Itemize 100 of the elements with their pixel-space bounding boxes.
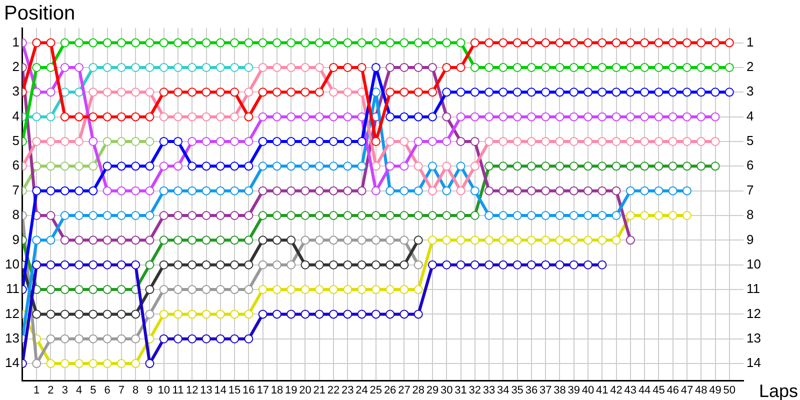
point	[414, 310, 423, 319]
point	[654, 38, 664, 48]
point	[696, 62, 706, 72]
point	[32, 88, 42, 97]
point	[102, 162, 112, 171]
point	[498, 88, 508, 97]
x-tick-label: 47	[680, 384, 694, 396]
point	[145, 359, 154, 368]
point	[512, 88, 522, 97]
point	[371, 88, 380, 97]
point	[640, 38, 650, 48]
point	[400, 285, 409, 294]
point	[654, 162, 664, 171]
point	[300, 162, 310, 171]
point	[286, 285, 296, 294]
point	[357, 310, 366, 319]
point	[188, 38, 197, 48]
point	[612, 88, 621, 97]
point	[131, 112, 140, 122]
point	[498, 260, 508, 270]
point	[626, 162, 635, 171]
point	[484, 211, 494, 220]
point	[216, 136, 225, 146]
point	[598, 136, 607, 146]
point	[88, 136, 98, 146]
point	[442, 38, 452, 48]
point	[428, 112, 437, 122]
y2-tick-label: 12	[746, 306, 762, 321]
point	[640, 211, 650, 220]
y2-tick-label: 11	[746, 281, 760, 296]
point	[173, 334, 182, 344]
point	[102, 334, 112, 344]
point	[386, 260, 395, 270]
point	[386, 112, 395, 122]
point	[159, 285, 168, 294]
point	[116, 285, 126, 294]
point	[230, 62, 240, 72]
point	[654, 186, 664, 196]
point	[682, 186, 692, 196]
point	[584, 186, 593, 196]
point	[386, 136, 395, 146]
point	[512, 260, 522, 270]
point	[442, 112, 452, 122]
point	[60, 211, 70, 220]
point	[526, 62, 536, 72]
point	[300, 236, 310, 245]
point	[216, 162, 225, 171]
point	[682, 62, 692, 72]
point	[159, 38, 168, 48]
point	[244, 310, 254, 319]
point	[371, 260, 380, 270]
point	[145, 112, 154, 122]
point	[300, 260, 310, 270]
point	[498, 38, 508, 48]
point	[159, 112, 168, 122]
x-tick-label: 24	[356, 384, 368, 396]
point	[314, 112, 324, 122]
point	[654, 112, 664, 122]
point	[541, 38, 550, 48]
point	[32, 260, 42, 270]
y2-tick-label: 13	[746, 330, 762, 346]
point	[555, 211, 564, 220]
x-tick-label: 16	[242, 384, 255, 396]
point	[512, 211, 522, 220]
x-tick-label: 18	[270, 384, 284, 396]
point	[569, 136, 578, 146]
y-tick-label: 14	[4, 355, 20, 370]
y-tick-label: 7	[12, 182, 20, 198]
point	[116, 136, 126, 146]
point	[640, 62, 650, 72]
point	[244, 236, 254, 245]
point	[414, 136, 423, 146]
point	[526, 236, 536, 245]
point	[598, 211, 607, 220]
point	[88, 334, 98, 344]
point	[188, 310, 197, 319]
y-tick-label: 12	[4, 306, 20, 321]
point	[60, 359, 70, 368]
point	[569, 186, 578, 196]
point	[74, 334, 84, 344]
point	[598, 88, 607, 97]
point	[286, 236, 296, 245]
point	[470, 88, 480, 97]
point	[386, 162, 395, 171]
point	[371, 236, 380, 245]
point	[272, 112, 282, 122]
point	[88, 88, 98, 97]
point	[470, 236, 480, 245]
point	[145, 136, 154, 146]
point	[188, 88, 197, 97]
point	[329, 62, 338, 72]
point	[371, 285, 380, 294]
point	[74, 359, 84, 368]
point	[484, 38, 494, 48]
point	[512, 236, 522, 245]
point	[286, 112, 296, 122]
x-tick-label: 29	[426, 384, 439, 396]
point	[244, 136, 254, 146]
point	[116, 88, 126, 97]
point	[555, 38, 564, 48]
